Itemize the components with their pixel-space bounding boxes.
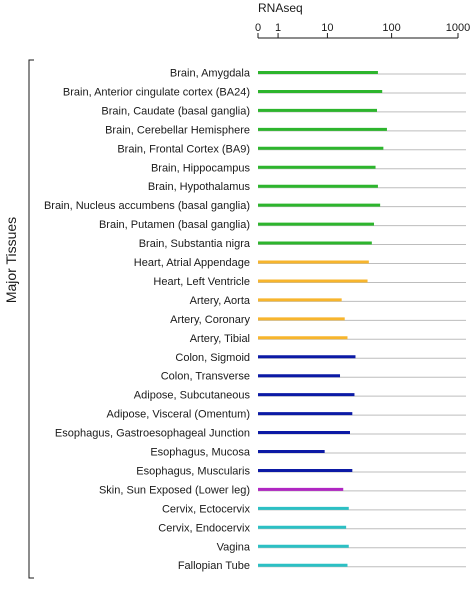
tissue-label: Brain, Hypothalamus: [148, 181, 251, 193]
bars: [258, 71, 387, 567]
tissue-label: Esophagus, Muscularis: [136, 465, 250, 477]
tissue-label: Colon, Sigmoid: [175, 352, 250, 364]
tissue-label: Brain, Nucleus accumbens (basal ganglia): [44, 200, 250, 212]
tissue-label: Brain, Cerebellar Hemisphere: [105, 124, 250, 136]
tissue-label: Skin, Sun Exposed (Lower leg): [99, 484, 250, 496]
x-axis-title: RNAseq: [258, 1, 303, 15]
x-tick-label: 1: [275, 22, 281, 34]
tissue-label: Heart, Atrial Appendage: [134, 257, 250, 269]
tissue-label: Adipose, Visceral (Omentum): [107, 409, 250, 421]
tissue-label: Heart, Left Ventricle: [153, 276, 250, 288]
tissue-label: Vagina: [217, 541, 251, 553]
tissue-label: Brain, Amygdala: [170, 68, 251, 80]
tissue-label: Fallopian Tube: [178, 560, 250, 572]
x-tick-label: 0: [255, 22, 261, 34]
tissue-label: Brain, Hippocampus: [151, 162, 251, 174]
x-axis: 0 1 10 100 1000: [255, 22, 470, 39]
x-tick-label: 10: [321, 22, 333, 34]
tissue-label: Adipose, Subcutaneous: [134, 390, 251, 402]
x-tick-label: 100: [382, 22, 400, 34]
tissue-label: Brain, Caudate (basal ganglia): [101, 105, 250, 117]
tissue-label: Artery, Aorta: [190, 295, 251, 307]
tissue-label: Colon, Transverse: [161, 371, 250, 383]
tissue-label: Artery, Tibial: [190, 333, 250, 345]
group-bracket: [28, 59, 34, 579]
tissue-label: Brain, Putamen (basal ganglia): [99, 219, 250, 231]
tissue-label: Artery, Coronary: [170, 314, 250, 326]
tissue-label: Cervix, Endocervix: [158, 522, 250, 534]
group-label: Major Tissues: [3, 217, 19, 303]
tissue-label: Cervix, Ectocervix: [162, 503, 251, 515]
tissue-label: Brain, Substantia nigra: [139, 238, 251, 250]
tissue-label: Brain, Frontal Cortex (BA9): [117, 143, 250, 155]
tissue-labels: Brain, Amygdala Brain, Anterior cingulate…: [44, 68, 251, 573]
x-tick-label: 1000: [446, 22, 470, 34]
tissue-label: Esophagus, Gastroesophageal Junction: [55, 428, 250, 440]
tissue-label: Brain, Anterior cingulate cortex (BA24): [63, 86, 250, 98]
tissue-label: Esophagus, Mucosa: [150, 447, 251, 459]
